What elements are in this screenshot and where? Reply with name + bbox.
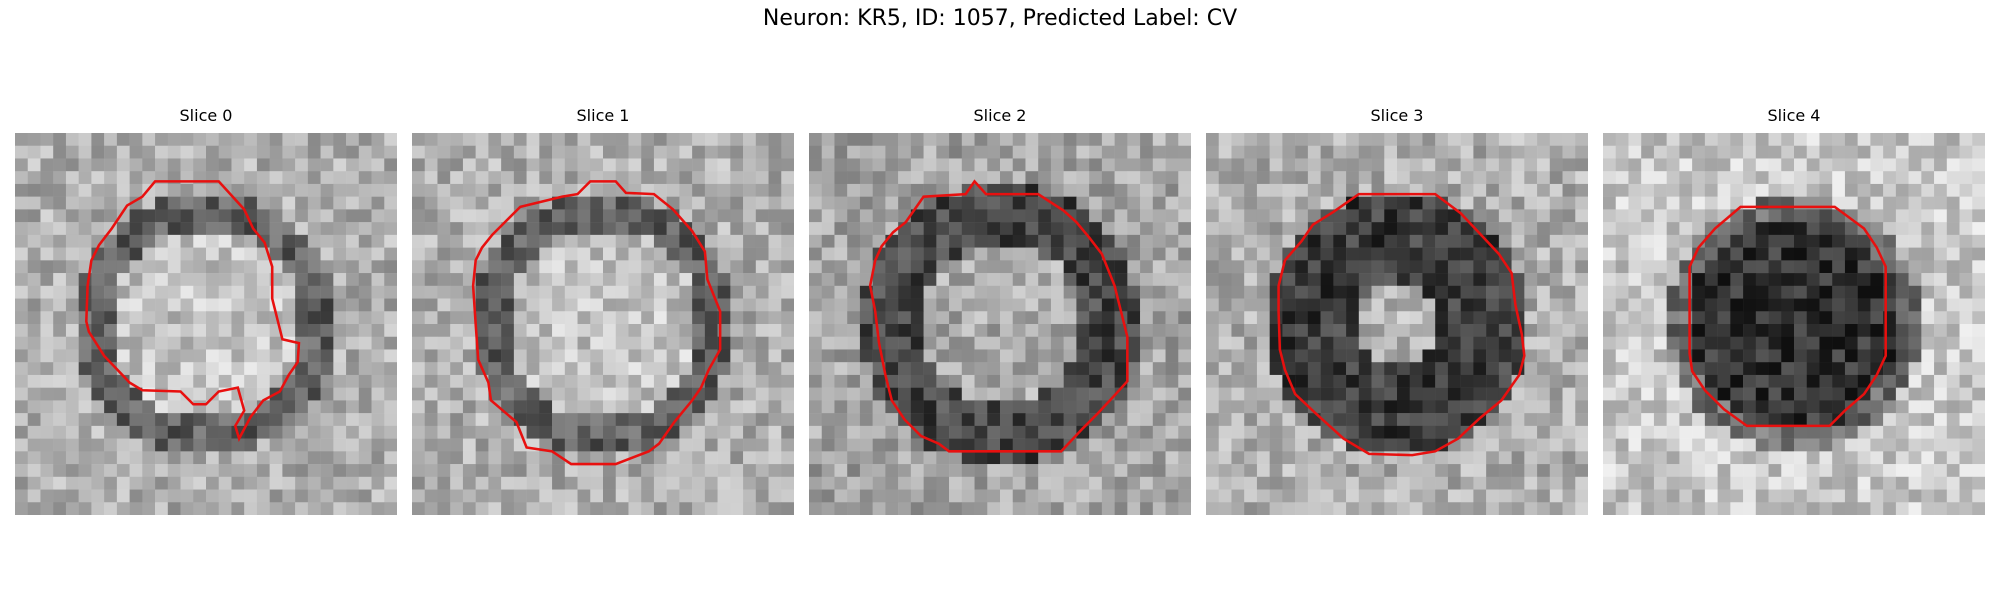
em-pixel-grid [412, 133, 794, 515]
slice-title: Slice 0 [179, 106, 233, 125]
slice-image-1 [412, 133, 794, 515]
segmentation-contour [85, 180, 301, 442]
slice-title: Slice 3 [1370, 106, 1424, 125]
slice-title: Slice 4 [1767, 106, 1821, 125]
slice-image-0 [15, 133, 397, 515]
figure-title: Neuron: KR5, ID: 1057, Predicted Label: … [762, 6, 1238, 31]
segmentation-contour [471, 180, 722, 466]
slice-image-2 [809, 133, 1191, 515]
segmentation-contour [1688, 205, 1887, 428]
slice-image-3 [1206, 133, 1588, 515]
em-pixel-grid [809, 133, 1191, 515]
em-pixel-grid [1603, 133, 1985, 515]
em-pixel-grid [15, 133, 397, 515]
segmentation-contour [868, 179, 1129, 453]
slice-title: Slice 1 [576, 106, 630, 125]
segmentation-contour [1277, 192, 1526, 457]
em-pixel-grid [1206, 133, 1588, 515]
slice-title: Slice 2 [973, 106, 1027, 125]
slice-image-4 [1603, 133, 1985, 515]
